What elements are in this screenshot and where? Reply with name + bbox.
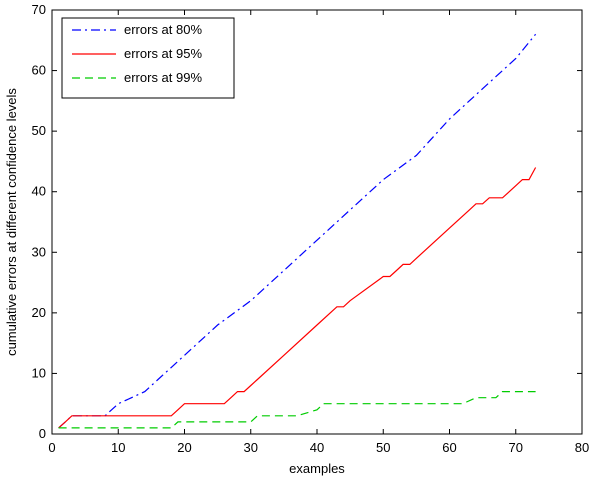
y-tick-label: 10 <box>32 365 46 380</box>
x-axis-label: examples <box>289 461 345 476</box>
series-layer <box>58 33 537 429</box>
y-tick-label: 50 <box>32 123 46 138</box>
series-line-2 <box>58 167 537 429</box>
y-tick-label: 40 <box>32 184 46 199</box>
series-line-3 <box>58 391 536 429</box>
x-tick-label: 60 <box>442 440 456 455</box>
x-tick-label: 10 <box>111 440 125 455</box>
y-tick-label: 0 <box>39 426 46 441</box>
x-tick-label: 30 <box>244 440 258 455</box>
x-tick-label: 80 <box>575 440 589 455</box>
legend-label-3: errors at 99% <box>124 70 202 85</box>
x-tick-label: 40 <box>310 440 324 455</box>
y-tick-label: 60 <box>32 63 46 78</box>
y-tick-label: 30 <box>32 244 46 259</box>
axis-ticks: 0 10 20 30 40 50 60 70 80 0 10 20 30 40 50 60 70 <box>32 2 590 455</box>
x-tick-label: 70 <box>509 440 523 455</box>
y-axis-label: cumulative errors at different confidenc… <box>4 88 19 356</box>
x-tick-label: 20 <box>177 440 191 455</box>
legend: errors at 80% errors at 95% errors at 99% <box>61 17 235 99</box>
x-tick-label: 0 <box>48 440 55 455</box>
y-tick-label: 20 <box>32 305 46 320</box>
x-tick-label: 50 <box>376 440 390 455</box>
legend-label-1: errors at 80% <box>124 22 202 37</box>
series-line-1 <box>58 33 537 429</box>
legend-box <box>61 17 235 99</box>
legend-label-2: errors at 95% <box>124 46 202 61</box>
y-tick-label: 70 <box>32 2 46 17</box>
